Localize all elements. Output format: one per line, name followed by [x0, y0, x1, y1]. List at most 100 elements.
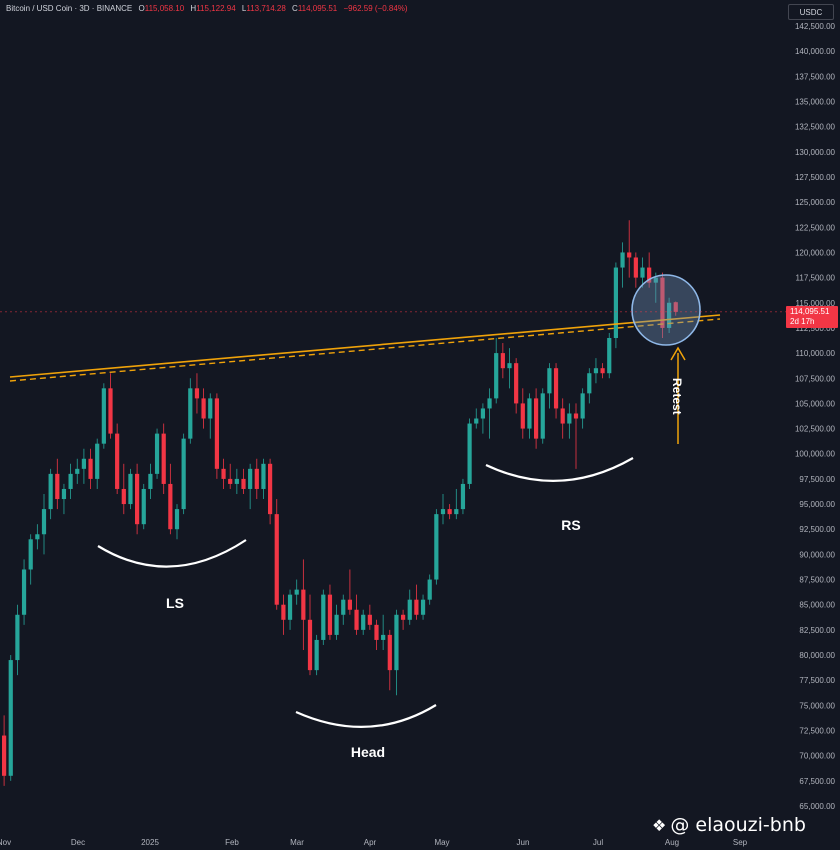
y-tick-label: 110,000.00 — [796, 349, 836, 358]
candle — [181, 433, 186, 515]
candle — [334, 604, 339, 640]
candle — [600, 363, 605, 379]
candle-body — [41, 509, 47, 535]
candle-body — [354, 609, 359, 630]
ls-label: LS — [166, 595, 184, 611]
neckline-trendline-dashed — [9, 318, 721, 382]
y-tick-label: 95,000.00 — [799, 500, 835, 509]
candle-body — [547, 368, 552, 394]
candle — [460, 478, 466, 515]
neckline-trendline[interactable] — [9, 314, 721, 378]
candle — [314, 634, 319, 676]
candle — [274, 499, 279, 610]
x-tick-label: Feb — [225, 838, 239, 847]
y-tick-label: 137,500.00 — [795, 72, 836, 81]
candle — [341, 594, 346, 625]
retest-highlight-circle — [631, 274, 701, 346]
candle — [487, 388, 492, 439]
candle-body — [454, 509, 459, 515]
candle — [21, 559, 27, 625]
close-value: 114,095.51 — [297, 4, 338, 13]
candle — [494, 338, 499, 404]
rs-label: RS — [561, 517, 580, 533]
candle — [387, 629, 392, 691]
y-tick-label: 135,000.00 — [795, 97, 836, 106]
candle — [161, 423, 166, 494]
candle-body — [248, 468, 253, 489]
close-label: C — [292, 4, 298, 13]
candle-body — [487, 398, 492, 409]
candle — [228, 463, 233, 489]
candle — [547, 363, 552, 409]
candle-body — [121, 488, 126, 505]
candle-body — [560, 408, 565, 424]
currency-selector[interactable]: USDC — [788, 4, 834, 20]
change-value: −962.59 (−0.84%) — [343, 4, 408, 13]
candle-body — [221, 468, 226, 479]
candle — [667, 297, 672, 333]
candle-body — [407, 599, 412, 620]
candle-body — [567, 413, 572, 424]
candle-body — [633, 257, 638, 278]
y-tick-label: 80,000.00 — [799, 651, 835, 660]
candle-body — [301, 589, 306, 620]
candle-body — [88, 458, 93, 479]
candle — [640, 257, 645, 288]
candle-body — [55, 473, 60, 500]
candle — [307, 594, 313, 676]
low-label: L — [241, 4, 247, 13]
candle — [121, 463, 126, 515]
candle — [420, 594, 426, 620]
candle-body — [494, 353, 499, 399]
high-value: 115,122.94 — [196, 4, 236, 13]
candle — [154, 428, 160, 479]
candle-body — [514, 363, 519, 404]
candle-body — [474, 418, 479, 424]
bar-countdown: 2d 17h — [790, 317, 815, 326]
candle-body — [68, 473, 73, 489]
candle-body — [527, 398, 532, 429]
candle-body — [553, 368, 559, 409]
candle-body — [261, 463, 266, 489]
candle-body — [61, 488, 67, 500]
candle-body — [81, 458, 86, 469]
candle — [61, 483, 67, 515]
candle — [281, 594, 286, 635]
candle-body — [75, 468, 80, 474]
candle-body — [314, 639, 319, 671]
candle-body — [613, 267, 618, 338]
candle — [347, 569, 352, 615]
candle — [567, 403, 572, 439]
candle-body — [281, 604, 286, 620]
y-tick-label: 87,500.00 — [799, 576, 835, 585]
candle-body — [128, 473, 133, 505]
candle — [653, 272, 658, 303]
y-tick-label: 125,000.00 — [795, 198, 836, 207]
candle-body — [367, 614, 372, 625]
candle-body — [108, 388, 113, 434]
candle — [407, 589, 412, 625]
y-tick-label: 77,500.00 — [799, 676, 835, 685]
y-tick-label: 127,500.00 — [795, 173, 836, 182]
candle — [454, 488, 459, 520]
candle-body — [414, 599, 419, 615]
candle-body — [181, 438, 186, 510]
candle-body — [208, 398, 213, 419]
y-tick-label: 90,000.00 — [799, 550, 835, 559]
candle-body — [534, 398, 539, 439]
candle-body — [154, 433, 160, 474]
candle — [287, 589, 293, 630]
candle — [48, 468, 53, 520]
candle-body — [347, 599, 352, 610]
candle-body — [201, 398, 206, 419]
candle — [101, 383, 106, 449]
candle-body — [8, 660, 13, 776]
candle — [440, 494, 446, 525]
candle-body — [161, 433, 166, 484]
candle — [234, 468, 239, 494]
y-tick-label: 142,500.00 — [795, 22, 836, 31]
candle — [367, 604, 372, 630]
open-value: 115,058.10 — [144, 4, 185, 13]
candle — [647, 252, 652, 288]
